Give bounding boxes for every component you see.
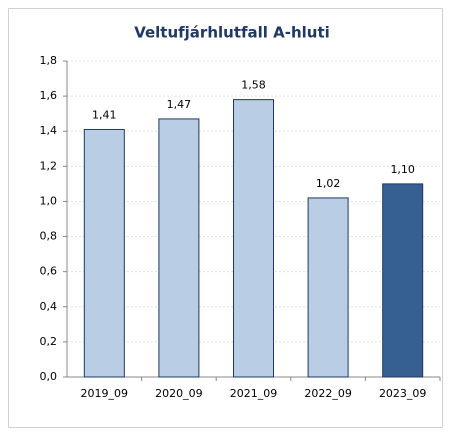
data-label: 1,10 [390,163,415,176]
bar [307,197,349,378]
bar [83,128,125,378]
chart-border [8,8,443,428]
bar [382,183,424,378]
y-tick-label: 1,8 [40,54,58,67]
x-tick-label: 2021_09 [230,387,278,400]
y-tick-label: 1,6 [40,89,58,102]
y-tick-label: 1,0 [40,194,58,207]
y-tick-label: 0,2 [40,335,58,348]
bar [233,99,274,378]
y-tick-label: 1,4 [40,124,58,137]
data-label: 1,41 [92,108,117,121]
data-label: 1,47 [167,98,192,111]
x-tick-label: 2020_09 [155,387,203,400]
chart-title: Veltufjárhlutfall A-hluti [134,24,330,42]
y-tick-label: 0,4 [40,300,58,313]
x-tick-label: 2019_09 [81,387,129,400]
data-label: 1,58 [241,79,266,92]
x-tick-label: 2023_09 [379,387,427,400]
bar [158,118,200,378]
y-tick-label: 0,0 [40,370,58,383]
y-tick-label: 0,8 [40,230,58,243]
x-tick-label: 2022_09 [304,387,352,400]
y-tick-label: 1,2 [40,159,58,172]
y-tick-label: 0,6 [40,265,58,278]
data-label: 1,02 [316,177,341,190]
